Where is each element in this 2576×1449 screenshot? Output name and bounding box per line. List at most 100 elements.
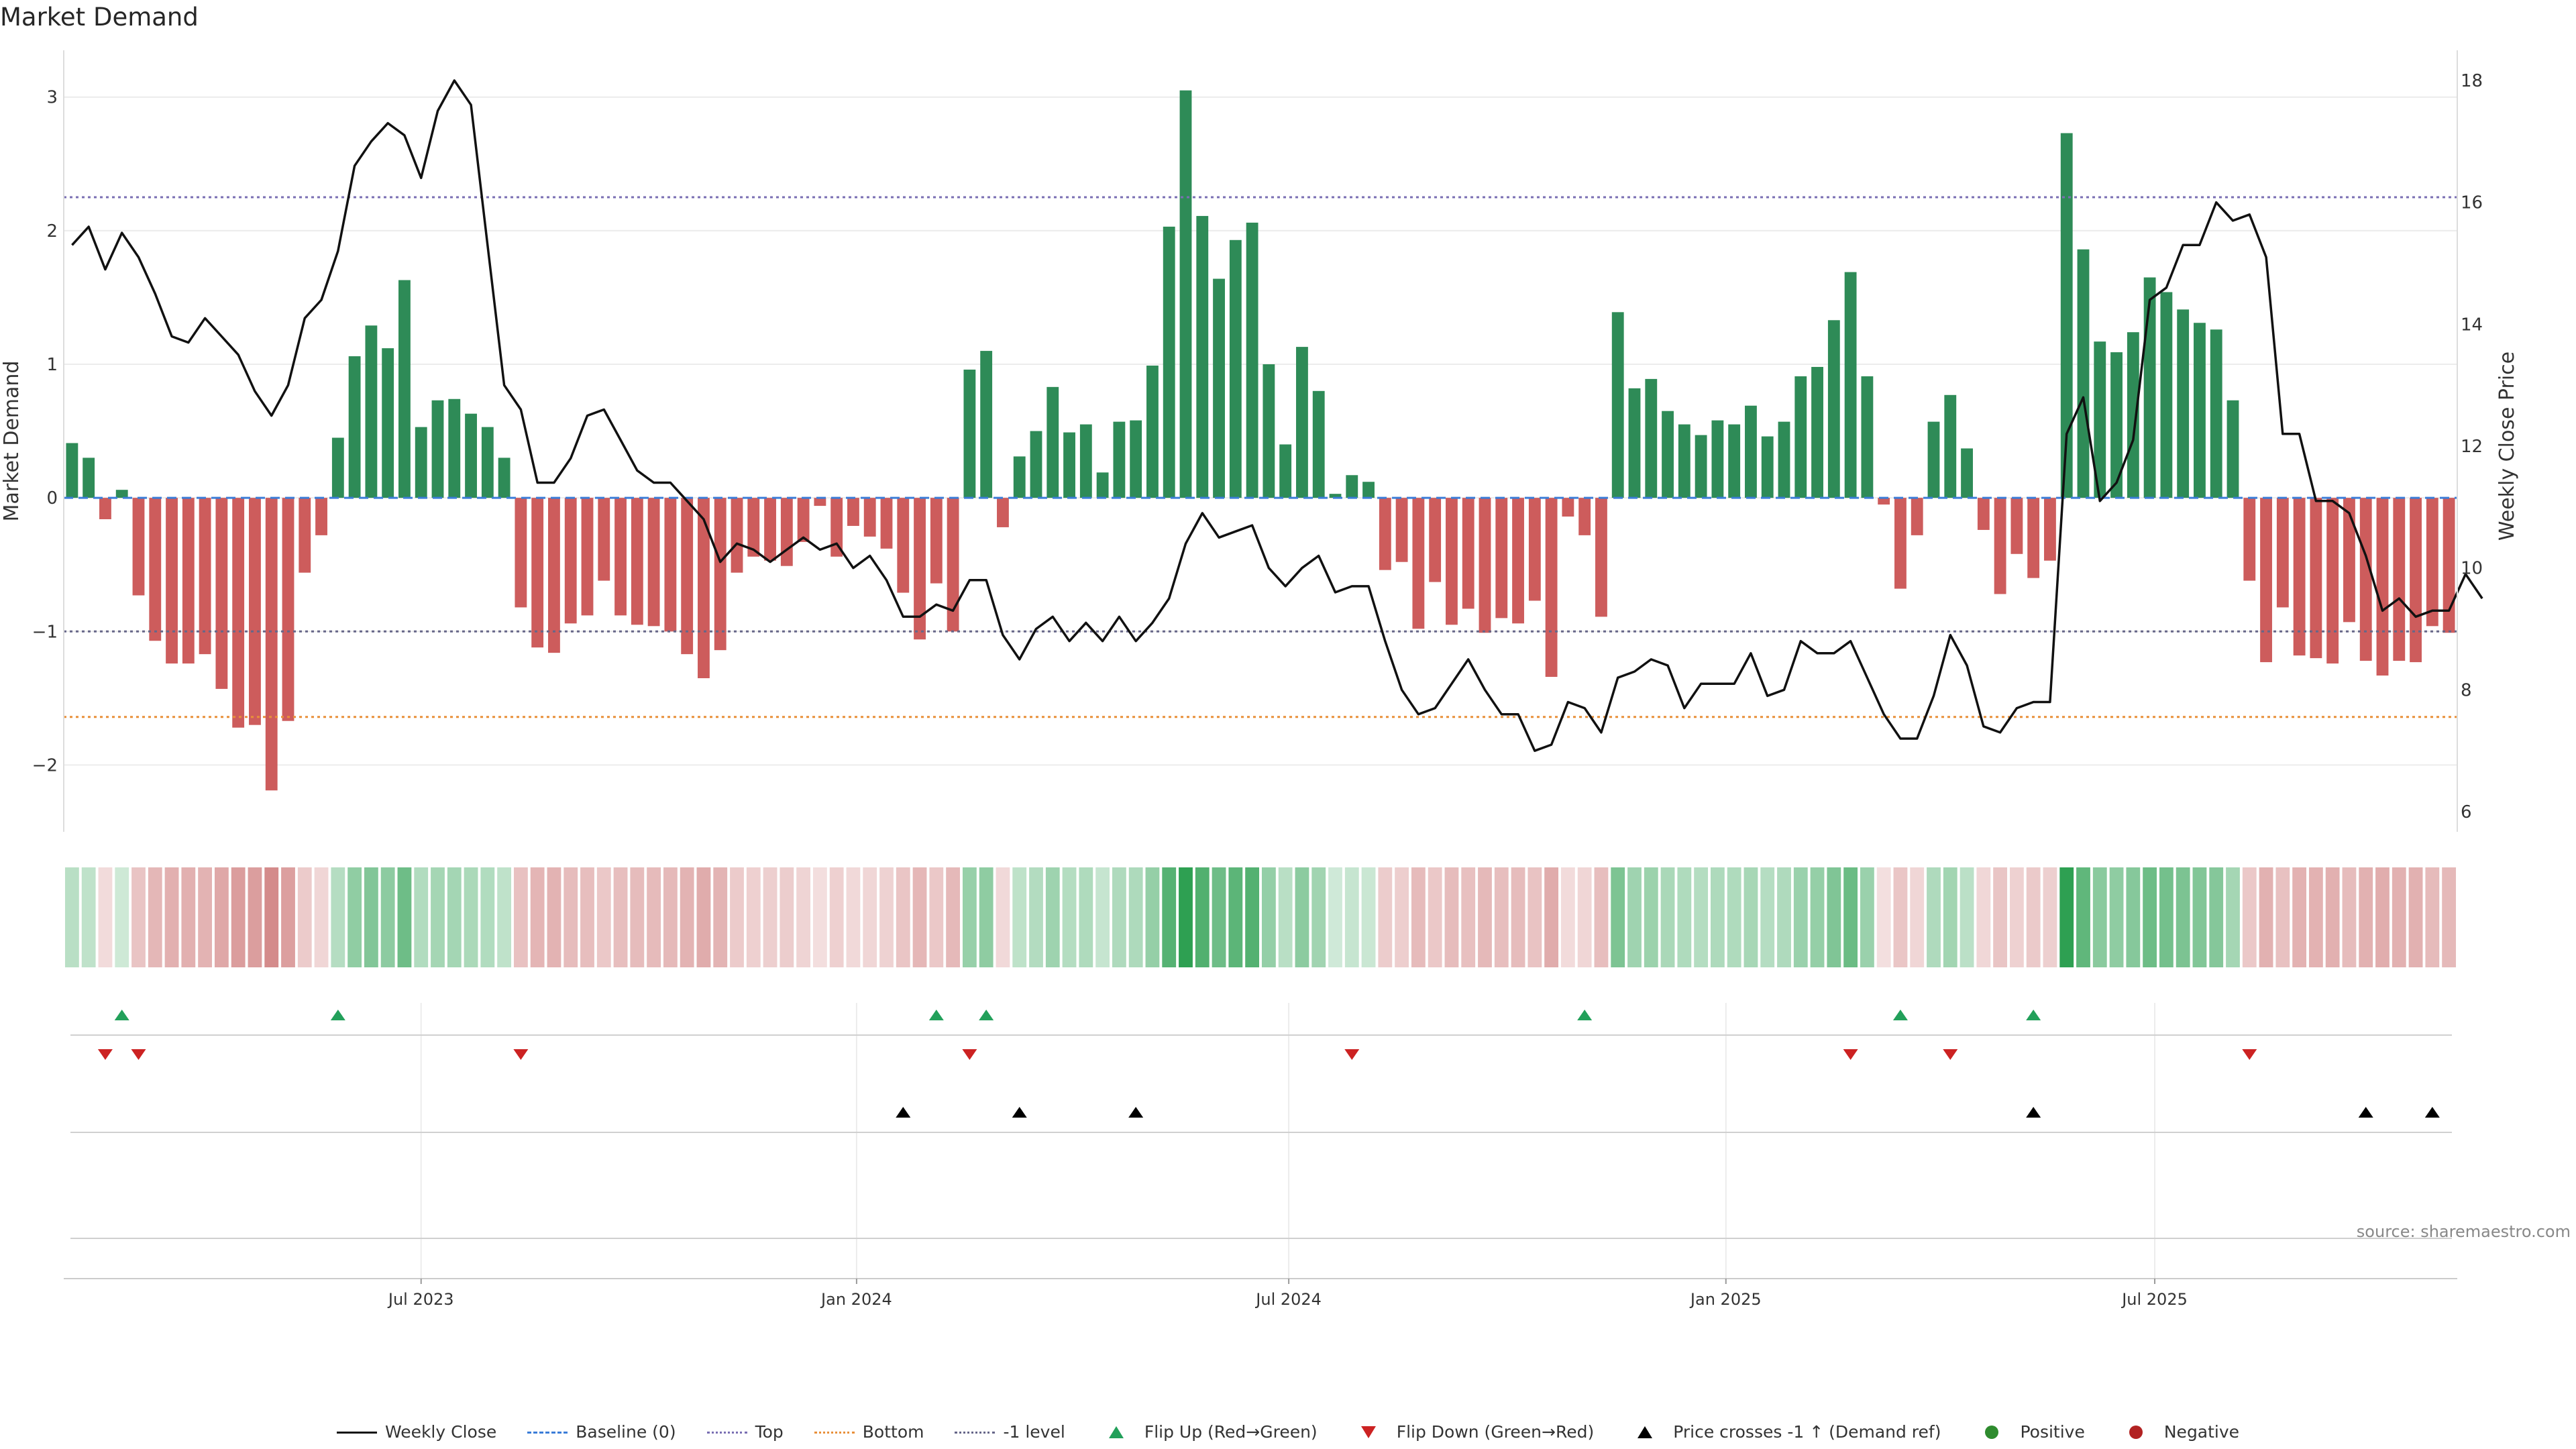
heat-cell bbox=[2026, 867, 2041, 967]
heat-cell bbox=[1727, 867, 1741, 967]
heat-cell bbox=[297, 867, 312, 967]
negative-demand-bar bbox=[764, 498, 776, 561]
negative-demand-bar bbox=[199, 498, 211, 655]
heat-cell bbox=[1478, 867, 1492, 967]
negative-demand-bar bbox=[1562, 498, 1574, 517]
positive-demand-bar bbox=[1213, 278, 1225, 498]
negative-demand-bar bbox=[631, 498, 643, 625]
heat-cell bbox=[1876, 867, 1891, 967]
y2-tick-label: 16 bbox=[2461, 193, 2483, 213]
positive-demand-bar bbox=[1346, 475, 1358, 498]
negative-demand-bar bbox=[2276, 498, 2289, 608]
positive-demand-bar bbox=[1711, 420, 1724, 498]
negative-demand-bar bbox=[548, 498, 560, 653]
heat-cell bbox=[730, 867, 744, 967]
y-tick-label: −1 bbox=[32, 622, 58, 642]
negative-demand-bar bbox=[747, 498, 760, 557]
heat-cell bbox=[2092, 867, 2107, 967]
negative-demand-bar bbox=[149, 498, 162, 641]
heat-cell bbox=[2226, 867, 2240, 967]
positive-demand-bar bbox=[1628, 388, 1641, 498]
heat-cell bbox=[1993, 867, 2008, 967]
heat-cell bbox=[1295, 867, 1309, 967]
heat-cell bbox=[1494, 867, 1509, 967]
legend-item: Top bbox=[706, 1422, 784, 1442]
x-tick-label: Jan 2024 bbox=[820, 1290, 892, 1309]
y2-tick-label: 8 bbox=[2461, 680, 2472, 700]
heat-cell bbox=[248, 867, 262, 967]
negative-demand-bar bbox=[1395, 498, 1408, 562]
heat-cell bbox=[1560, 867, 1575, 967]
heat-cell bbox=[1328, 867, 1342, 967]
negative-demand-bar bbox=[1446, 498, 1458, 625]
positive-demand-bar bbox=[83, 458, 95, 498]
y-tick-label: 1 bbox=[46, 355, 58, 375]
negative-demand-bar bbox=[847, 498, 859, 526]
positive-demand-bar bbox=[963, 369, 976, 498]
heat-cell bbox=[1444, 867, 1459, 967]
negative-demand-bar bbox=[2376, 498, 2389, 676]
heat-cell bbox=[696, 867, 711, 967]
positive-demand-bar bbox=[465, 413, 477, 498]
heat-cell bbox=[647, 867, 661, 967]
grid-layer bbox=[64, 96, 2457, 1279]
heat-cell bbox=[2292, 867, 2307, 967]
positive-demand-bar bbox=[980, 351, 993, 498]
positive-demand-bar bbox=[2077, 249, 2090, 498]
legend-label: -1 level bbox=[1003, 1422, 1065, 1442]
heat-cell bbox=[1710, 867, 1725, 967]
heat-cell bbox=[1062, 867, 1077, 967]
heat-cell bbox=[2359, 867, 2373, 967]
heat-cell bbox=[2325, 867, 2340, 967]
positive-demand-bar bbox=[1079, 424, 1092, 498]
heat-cell bbox=[1212, 867, 1226, 967]
heat-cell bbox=[1627, 867, 1642, 967]
positive-demand-bar bbox=[1063, 432, 1075, 498]
heat-cell bbox=[2076, 867, 2090, 967]
positive-demand-bar bbox=[1827, 320, 1840, 498]
heat-cell bbox=[2392, 867, 2406, 967]
positive-demand-bar bbox=[481, 427, 494, 498]
positive-demand-bar bbox=[365, 325, 378, 498]
heat-cell bbox=[214, 867, 229, 967]
marker-layer bbox=[70, 1010, 2452, 1239]
negative-demand-bar bbox=[182, 498, 195, 664]
heat-cell bbox=[447, 867, 462, 967]
x-tick-label: Jul 2023 bbox=[387, 1290, 454, 1309]
negative-demand-bar bbox=[215, 498, 228, 689]
negative-demand-bar bbox=[166, 498, 178, 664]
positive-demand-bar bbox=[1861, 376, 1874, 498]
legend-line-swatch bbox=[336, 1426, 377, 1439]
heat-cell bbox=[1527, 867, 1542, 967]
heat-cell bbox=[81, 867, 96, 967]
heat-cell bbox=[2242, 867, 2257, 967]
heat-cell bbox=[2308, 867, 2323, 967]
negative-demand-bar bbox=[1462, 498, 1474, 609]
negative-demand-bar bbox=[1994, 498, 2006, 594]
heat-cell bbox=[1128, 867, 1143, 967]
heat-cell bbox=[2275, 867, 2290, 967]
positive-demand-bar bbox=[2127, 332, 2139, 498]
negative-demand-bar bbox=[1479, 498, 1491, 633]
flip-up-marker bbox=[114, 1010, 129, 1020]
flip-down-marker bbox=[1843, 1049, 1858, 1060]
legend-dot-icon bbox=[2129, 1425, 2143, 1439]
negative-demand-bar bbox=[2010, 498, 2023, 554]
positive-demand-bar bbox=[1146, 365, 1159, 498]
heat-cell bbox=[198, 867, 213, 967]
positive-demand-bar bbox=[1096, 472, 1109, 498]
negative-demand-bar bbox=[1894, 498, 1907, 589]
negative-demand-bar bbox=[897, 498, 910, 593]
heat-cell bbox=[2375, 867, 2390, 967]
heat-cell bbox=[1644, 867, 1658, 967]
negative-demand-bar bbox=[863, 498, 876, 537]
positive-demand-bar bbox=[2210, 329, 2222, 498]
positive-demand-bar bbox=[2226, 400, 2239, 498]
positive-demand-bar bbox=[2160, 292, 2173, 498]
positive-demand-bar bbox=[348, 356, 361, 498]
legend-triangle-down-icon bbox=[1360, 1426, 1376, 1438]
heat-cell bbox=[996, 867, 1010, 967]
positive-demand-bar bbox=[1279, 444, 1292, 498]
heat-cell bbox=[1511, 867, 1525, 967]
legend-label: Negative bbox=[2163, 1422, 2240, 1442]
